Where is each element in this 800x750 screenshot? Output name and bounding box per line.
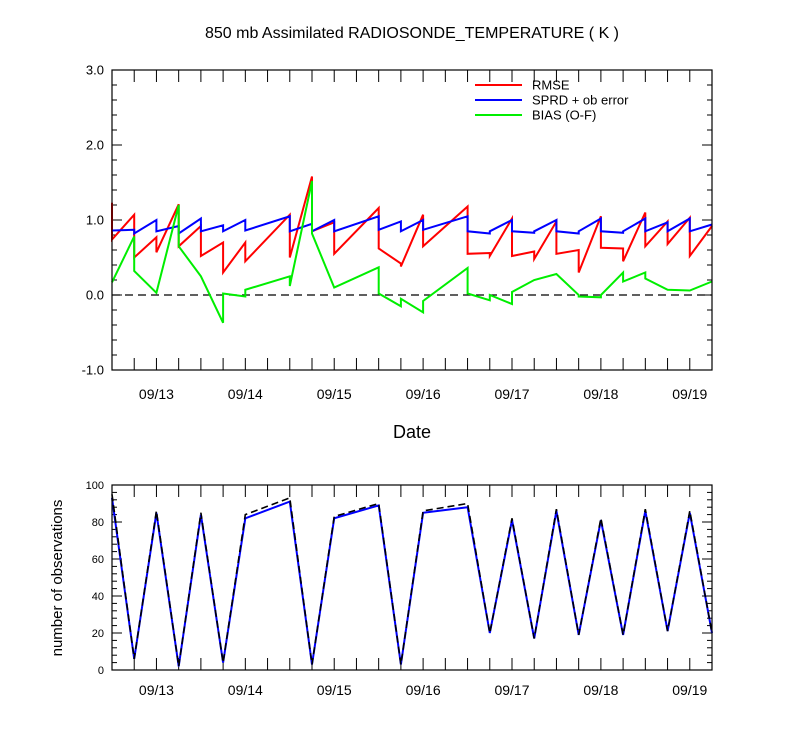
y-tick-label: 0	[98, 665, 104, 677]
y-axis-label: number of observations	[49, 500, 66, 657]
bottom-plot-frame	[111, 484, 713, 671]
x-tick-label: 09/13	[139, 386, 174, 402]
x-tick-label: 09/16	[406, 682, 441, 698]
y-tick-label: 100	[86, 480, 104, 492]
x-tick-label: 09/14	[228, 386, 263, 402]
y-tick-label: 1.0	[86, 213, 104, 228]
y-tick-label: 2.0	[86, 138, 104, 153]
y-tick-label: 3.0	[86, 63, 104, 78]
x-tick-label: 09/15	[317, 386, 352, 402]
series-line-rmse	[111, 176, 713, 276]
x-tick-label: 09/15	[317, 682, 352, 698]
top-x-tick-labels: 09/13 09/14 09/15 09/16 09/17 09/18 09/19	[139, 386, 708, 402]
top-panel: 850 mb Assimilated RADIOSONDE_TEMPERATUR…	[82, 25, 713, 442]
top-plot-frame	[111, 69, 713, 371]
x-tick-label: 09/17	[494, 682, 529, 698]
series-line-sprd-ob-error	[111, 214, 713, 236]
x-tick-label: 09/14	[228, 682, 263, 698]
bottom-axis-ticks	[112, 484, 712, 671]
legend-label: BIAS (O-F)	[532, 108, 596, 123]
x-tick-label: 09/19	[672, 386, 707, 402]
y-tick-label: 80	[92, 517, 104, 529]
top-y-tick-labels: -1.0 0.0 1.0 2.0 3.0	[82, 63, 104, 378]
y-tick-label: 60	[92, 554, 104, 566]
top-series-lines	[111, 176, 713, 324]
y-tick-label: -1.0	[82, 363, 104, 378]
x-tick-label: 09/18	[583, 386, 618, 402]
chart-title: 850 mb Assimilated RADIOSONDE_TEMPERATUR…	[205, 25, 619, 42]
y-tick-label: 20	[92, 628, 104, 640]
bottom-series-lines	[111, 494, 713, 667]
x-tick-label: 09/16	[406, 386, 441, 402]
series-line-observations-possible	[111, 494, 713, 667]
top-axis-ticks	[112, 69, 712, 371]
legend-label: SPRD + ob error	[532, 93, 629, 108]
x-tick-label: 09/19	[672, 682, 707, 698]
series-line-bias-o-f	[111, 180, 713, 324]
legend-label: RMSE	[532, 78, 570, 93]
x-tick-label: 09/18	[583, 682, 618, 698]
y-tick-label: 40	[92, 591, 104, 603]
y-tick-label: 0.0	[86, 288, 104, 303]
bottom-x-tick-labels: 09/13 09/14 09/15 09/16 09/17 09/18 09/19	[139, 682, 708, 698]
x-axis-label: Date	[393, 422, 431, 442]
bottom-y-tick-labels: 0 20 40 60 80 100	[86, 480, 104, 677]
x-tick-label: 09/17	[494, 386, 529, 402]
x-tick-label: 09/13	[139, 682, 174, 698]
